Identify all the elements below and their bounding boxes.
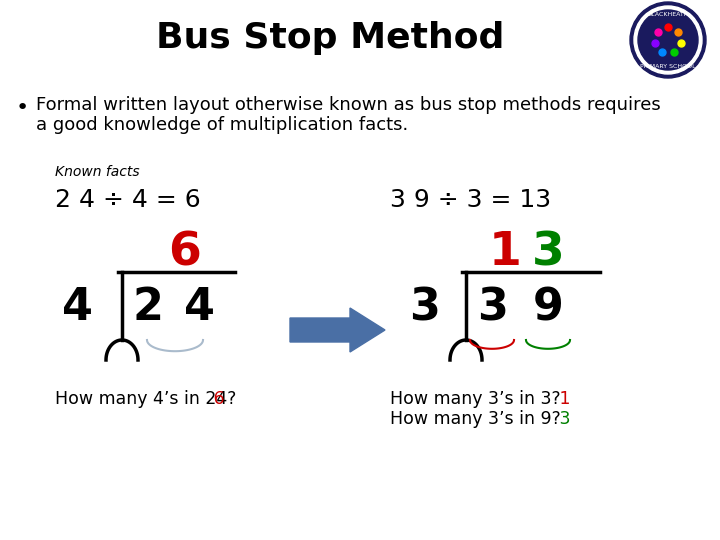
Text: 3: 3 — [410, 287, 441, 329]
Text: Bus Stop Method: Bus Stop Method — [156, 21, 504, 55]
Text: 2: 2 — [132, 287, 163, 329]
Text: 4: 4 — [63, 287, 94, 329]
Text: 4: 4 — [184, 287, 215, 329]
Text: How many 3’s in 3?: How many 3’s in 3? — [390, 390, 561, 408]
Circle shape — [630, 2, 706, 78]
Text: a good knowledge of multiplication facts.: a good knowledge of multiplication facts… — [36, 116, 408, 134]
Text: 2 4 ÷ 4 = 6: 2 4 ÷ 4 = 6 — [55, 188, 201, 212]
Circle shape — [638, 10, 698, 70]
Polygon shape — [290, 308, 385, 352]
Text: 1: 1 — [554, 390, 570, 408]
Circle shape — [634, 6, 702, 74]
Text: PRIMARY SCHOOL: PRIMARY SCHOOL — [640, 64, 696, 69]
Text: 6: 6 — [208, 390, 225, 408]
Text: 3 9 ÷ 3 = 13: 3 9 ÷ 3 = 13 — [390, 188, 551, 212]
Text: How many 3’s in 9?: How many 3’s in 9? — [390, 410, 561, 428]
Text: How many 4’s in 24?: How many 4’s in 24? — [55, 390, 236, 408]
Text: Known facts: Known facts — [55, 165, 140, 179]
Text: BLACKHEATH: BLACKHEATH — [647, 12, 689, 17]
Text: 6: 6 — [168, 230, 202, 275]
Text: 1: 1 — [489, 230, 521, 275]
Text: 3: 3 — [554, 410, 570, 428]
Text: 9: 9 — [533, 287, 564, 329]
Text: 3: 3 — [477, 287, 508, 329]
Text: 3: 3 — [531, 230, 564, 275]
Text: Formal written layout otherwise known as bus stop methods requires: Formal written layout otherwise known as… — [36, 96, 661, 114]
Text: •: • — [15, 98, 29, 118]
